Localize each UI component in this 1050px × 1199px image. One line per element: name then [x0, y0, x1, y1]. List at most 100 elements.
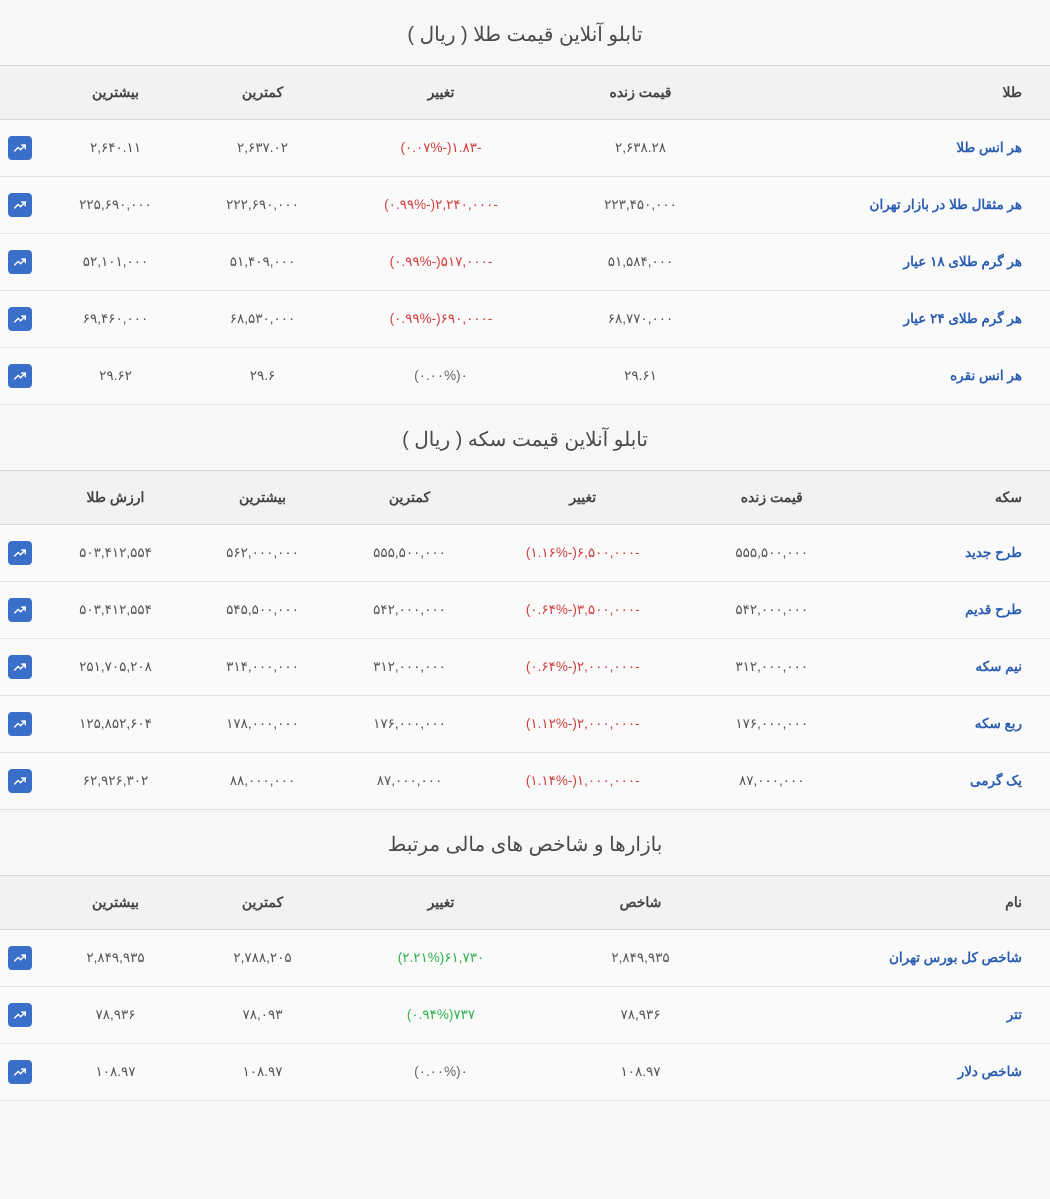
cell-live: ۲,۸۴۹,۹۳۵: [546, 930, 735, 987]
cell-name[interactable]: تتر: [735, 987, 1050, 1044]
cell-high: ۲۹.۶۲: [42, 348, 189, 405]
cell-live: ۱۷۶,۰۰۰,۰۰۰: [683, 696, 862, 753]
th-gold-high: بیشترین: [42, 66, 189, 120]
table-row: یک گرمی۸۷,۰۰۰,۰۰۰-۱,۰۰۰,۰۰۰(-۱.۱۴%)۸۷,۰۰…: [0, 753, 1050, 810]
cell-low: ۳۱۲,۰۰۰,۰۰۰: [336, 639, 483, 696]
chart-icon[interactable]: [8, 364, 32, 388]
cell-goldvalue: ۲۵۱,۷۰۵,۲۰۸: [42, 639, 189, 696]
chart-icon[interactable]: [8, 769, 32, 793]
cell-low: ۲,۶۳۷.۰۲: [189, 120, 336, 177]
cell-high: ۵۴۵,۵۰۰,۰۰۰: [189, 582, 336, 639]
cell-high: ۶۹,۴۶۰,۰۰۰: [42, 291, 189, 348]
cell-live: ۲,۶۳۸.۲۸: [546, 120, 735, 177]
table-row: طرح قدیم۵۴۲,۰۰۰,۰۰۰-۳,۵۰۰,۰۰۰(-۰.۶۴%)۵۴۲…: [0, 582, 1050, 639]
gold-section-title: تابلو آنلاین قیمت طلا ( ریال ): [0, 0, 1050, 65]
cell-name[interactable]: یک گرمی: [861, 753, 1050, 810]
cell-name[interactable]: شاخص کل بورس تهران: [735, 930, 1050, 987]
chart-icon[interactable]: [8, 712, 32, 736]
th-market-low: کمترین: [189, 876, 336, 930]
gold-table: طلا قیمت زنده تغییر کمترین بیشترین هر ان…: [0, 65, 1050, 405]
th-coin-high: بیشترین: [189, 471, 336, 525]
cell-name[interactable]: هر انس طلا: [735, 120, 1050, 177]
coin-table: سکه قیمت زنده تغییر کمترین بیشترین ارزش …: [0, 470, 1050, 810]
table-row: هر گرم طلای ۱۸ عیار۵۱,۵۸۴,۰۰۰-۵۱۷,۰۰۰(-۰…: [0, 234, 1050, 291]
cell-name[interactable]: شاخص دلار: [735, 1044, 1050, 1101]
cell-low: ۲,۷۸۸,۲۰۵: [189, 930, 336, 987]
cell-live: ۲۹.۶۱: [546, 348, 735, 405]
table-row: شاخص دلار۱۰۸.۹۷۰(۰.۰۰%)۱۰۸.۹۷۱۰۸.۹۷: [0, 1044, 1050, 1101]
cell-name[interactable]: هر گرم طلای ۱۸ عیار: [735, 234, 1050, 291]
cell-goldvalue: ۱۲۵,۸۵۲,۶۰۴: [42, 696, 189, 753]
table-row: نیم سکه۳۱۲,۰۰۰,۰۰۰-۲,۰۰۰,۰۰۰(-۰.۶۴%)۳۱۲,…: [0, 639, 1050, 696]
chart-icon[interactable]: [8, 655, 32, 679]
cell-change: -۶۹۰,۰۰۰(-۰.۹۹%): [336, 291, 546, 348]
cell-live: ۵۱,۵۸۴,۰۰۰: [546, 234, 735, 291]
th-gold-live: قیمت زنده: [546, 66, 735, 120]
chart-icon[interactable]: [8, 307, 32, 331]
cell-high: ۸۸,۰۰۰,۰۰۰: [189, 753, 336, 810]
table-row: تتر۷۸,۹۳۶۷۳۷(۰.۹۴%)۷۸,۰۹۳۷۸,۹۳۶: [0, 987, 1050, 1044]
chart-icon[interactable]: [8, 598, 32, 622]
th-market-change: تغییر: [336, 876, 546, 930]
cell-change: ۰(۰.۰۰%): [336, 1044, 546, 1101]
th-gold-low: کمترین: [189, 66, 336, 120]
cell-live: ۶۸,۷۷۰,۰۰۰: [546, 291, 735, 348]
cell-live: ۵۵۵,۵۰۰,۰۰۰: [683, 525, 862, 582]
table-row: هر انس نقره۲۹.۶۱۰(۰.۰۰%)۲۹.۶۲۹.۶۲: [0, 348, 1050, 405]
th-market-high: بیشترین: [42, 876, 189, 930]
chart-icon[interactable]: [8, 946, 32, 970]
cell-change: ۷۳۷(۰.۹۴%): [336, 987, 546, 1044]
cell-name[interactable]: نیم سکه: [861, 639, 1050, 696]
cell-high: ۲,۸۴۹,۹۳۵: [42, 930, 189, 987]
th-gold-name: طلا: [735, 66, 1050, 120]
cell-low: ۷۸,۰۹۳: [189, 987, 336, 1044]
table-row: طرح جدید۵۵۵,۵۰۰,۰۰۰-۶,۵۰۰,۰۰۰(-۱.۱۶%)۵۵۵…: [0, 525, 1050, 582]
cell-change: -۱.۸۳(-۰.۰۷%): [336, 120, 546, 177]
cell-low: ۵۴۲,۰۰۰,۰۰۰: [336, 582, 483, 639]
th-coin-change: تغییر: [483, 471, 683, 525]
table-row: شاخص کل بورس تهران۲,۸۴۹,۹۳۵۶۱,۷۳۰(۲.۲۱%)…: [0, 930, 1050, 987]
chart-icon[interactable]: [8, 136, 32, 160]
cell-name[interactable]: طرح قدیم: [861, 582, 1050, 639]
cell-name[interactable]: هر مثقال طلا در بازار تهران: [735, 177, 1050, 234]
cell-high: ۷۸,۹۳۶: [42, 987, 189, 1044]
chart-icon[interactable]: [8, 1003, 32, 1027]
cell-high: ۳۱۴,۰۰۰,۰۰۰: [189, 639, 336, 696]
cell-low: ۲۲۲,۶۹۰,۰۰۰: [189, 177, 336, 234]
cell-change: -۲,۲۴۰,۰۰۰(-۰.۹۹%): [336, 177, 546, 234]
cell-low: ۱۰۸.۹۷: [189, 1044, 336, 1101]
cell-live: ۵۴۲,۰۰۰,۰۰۰: [683, 582, 862, 639]
cell-change: -۱,۰۰۰,۰۰۰(-۱.۱۴%): [483, 753, 683, 810]
cell-change: -۵۱۷,۰۰۰(-۰.۹۹%): [336, 234, 546, 291]
cell-high: ۵۲,۱۰۱,۰۰۰: [42, 234, 189, 291]
chart-icon[interactable]: [8, 193, 32, 217]
table-row: هر گرم طلای ۲۴ عیار۶۸,۷۷۰,۰۰۰-۶۹۰,۰۰۰(-۰…: [0, 291, 1050, 348]
cell-change: -۲,۰۰۰,۰۰۰(-۱.۱۲%): [483, 696, 683, 753]
coin-section-title: تابلو آنلاین قیمت سکه ( ریال ): [0, 405, 1050, 470]
cell-high: ۲,۶۴۰.۱۱: [42, 120, 189, 177]
cell-high: ۱۰۸.۹۷: [42, 1044, 189, 1101]
cell-change: -۶,۵۰۰,۰۰۰(-۱.۱۶%): [483, 525, 683, 582]
th-gold-change: تغییر: [336, 66, 546, 120]
cell-high: ۵۶۲,۰۰۰,۰۰۰: [189, 525, 336, 582]
table-row: ربع سکه۱۷۶,۰۰۰,۰۰۰-۲,۰۰۰,۰۰۰(-۱.۱۲%)۱۷۶,…: [0, 696, 1050, 753]
cell-live: ۱۰۸.۹۷: [546, 1044, 735, 1101]
cell-name[interactable]: ربع سکه: [861, 696, 1050, 753]
th-coin-gold: ارزش طلا: [42, 471, 189, 525]
cell-live: ۲۲۳,۴۵۰,۰۰۰: [546, 177, 735, 234]
cell-low: ۱۷۶,۰۰۰,۰۰۰: [336, 696, 483, 753]
chart-icon[interactable]: [8, 541, 32, 565]
cell-change: -۳,۵۰۰,۰۰۰(-۰.۶۴%): [483, 582, 683, 639]
cell-name[interactable]: هر انس نقره: [735, 348, 1050, 405]
chart-icon[interactable]: [8, 1060, 32, 1084]
cell-change: -۲,۰۰۰,۰۰۰(-۰.۶۴%): [483, 639, 683, 696]
cell-low: ۶۸,۵۳۰,۰۰۰: [189, 291, 336, 348]
th-coin-name: سکه: [861, 471, 1050, 525]
cell-name[interactable]: طرح جدید: [861, 525, 1050, 582]
cell-change: ۰(۰.۰۰%): [336, 348, 546, 405]
chart-icon[interactable]: [8, 250, 32, 274]
cell-goldvalue: ۵۰۳,۴۱۲,۵۵۴: [42, 525, 189, 582]
cell-name[interactable]: هر گرم طلای ۲۴ عیار: [735, 291, 1050, 348]
cell-high: ۱۷۸,۰۰۰,۰۰۰: [189, 696, 336, 753]
cell-live: ۳۱۲,۰۰۰,۰۰۰: [683, 639, 862, 696]
